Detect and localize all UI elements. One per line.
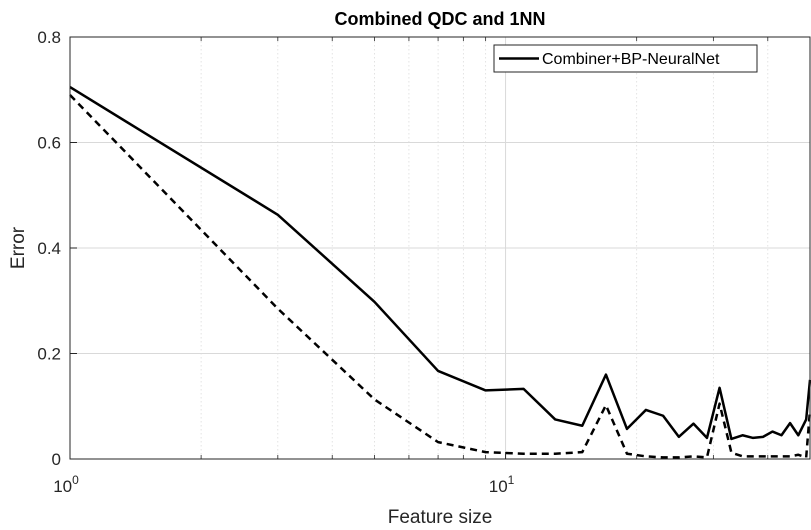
- x-axis-label: Feature size: [388, 507, 493, 528]
- series-line-solid: [69, 86, 811, 441]
- x-tick-label: 100: [53, 473, 79, 496]
- legend: Combiner+BP-NeuralNet: [493, 44, 758, 73]
- y-tick-label: 0.2: [37, 345, 61, 364]
- y-axis-label: Error: [8, 226, 29, 269]
- y-tick-label: 0: [52, 450, 61, 469]
- y-tick-label: 0.6: [37, 134, 61, 153]
- x-tick-label: 101: [489, 473, 515, 496]
- legend-label: Combiner+BP-NeuralNet: [542, 51, 720, 68]
- series-line-dashed: [69, 94, 811, 459]
- y-tick-label: 0.8: [37, 28, 61, 47]
- chart-title: Combined QDC and 1NN: [334, 9, 545, 29]
- y-tick-label: 0.4: [37, 239, 61, 258]
- legend-box: [493, 44, 758, 73]
- series-layer: [69, 86, 811, 459]
